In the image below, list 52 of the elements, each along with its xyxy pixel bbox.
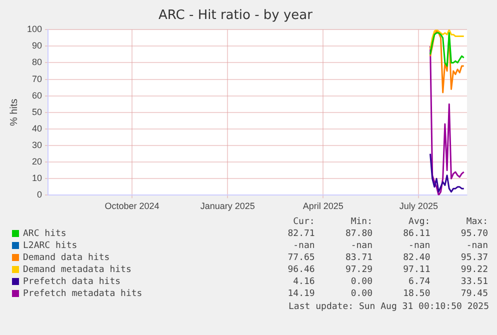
text: 82.71 <box>286 228 316 240</box>
text: 14.19 <box>286 288 316 300</box>
y-tick-label: 30 <box>32 140 42 150</box>
x-tick-label: October 2024 <box>104 201 160 212</box>
y-tick-label: 0 <box>37 190 42 200</box>
text: 96.46 <box>286 264 316 276</box>
y-tick-label: 20 <box>32 156 42 167</box>
y-axis-title: % hits <box>8 98 20 126</box>
text: 33.51 <box>460 276 489 288</box>
text: 97.11 <box>402 264 432 276</box>
text: 87.80 <box>344 228 374 240</box>
text: 18.50 <box>402 288 432 300</box>
text: 77.65 <box>286 252 316 264</box>
text: -nan <box>465 240 489 252</box>
text: 95.70 <box>460 228 489 240</box>
text: 79.45 <box>460 288 489 300</box>
legend-label: Demand data hits <box>22 252 111 264</box>
x-tick-label: April 2025 <box>302 201 344 212</box>
chart-title: ARC - Hit ratio - by year <box>158 8 314 24</box>
legend-label: Prefetch data hits <box>22 276 122 288</box>
legend-label: Prefetch metadata hits <box>22 288 144 300</box>
text: Cur: <box>292 216 316 228</box>
y-tick-label: 100 <box>26 24 42 34</box>
text: 82.40 <box>402 252 432 264</box>
text: 99.22 <box>460 264 489 276</box>
legend-label: Demand metadata hits <box>22 264 132 276</box>
text: 6.74 <box>408 276 432 288</box>
legend-label: L2ARC hits <box>22 240 78 252</box>
text: -nan <box>408 240 432 252</box>
text: 97.29 <box>344 264 374 276</box>
text: Max: <box>465 216 489 228</box>
text: Last update: Sun Aug 31 00:10:50 2025 <box>288 302 489 312</box>
text: 0.00 <box>350 288 374 300</box>
text: Avg: <box>408 216 432 228</box>
text: 86.11 <box>402 228 432 240</box>
x-tick-label: July 2025 <box>399 201 438 212</box>
legend-label: ARC hits <box>22 228 68 240</box>
text: 0.00 <box>350 276 374 288</box>
text: -nan <box>292 240 316 252</box>
y-tick-label: 60 <box>32 90 42 100</box>
y-tick-label: 80 <box>32 57 42 68</box>
x-tick-label: January 2025 <box>200 201 255 212</box>
y-tick-label: 90 <box>32 40 42 51</box>
text: 83.71 <box>344 252 374 264</box>
y-tick-label: 50 <box>32 106 42 117</box>
text: -nan <box>350 240 374 252</box>
text: 95.37 <box>460 252 489 264</box>
y-tick-label: 40 <box>32 123 42 134</box>
y-tick-label: 70 <box>32 74 42 84</box>
y-tick-label: 10 <box>32 173 42 184</box>
text: Min: <box>350 216 374 228</box>
text: 4.16 <box>292 276 316 288</box>
